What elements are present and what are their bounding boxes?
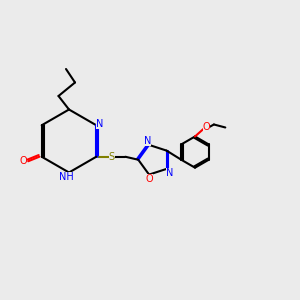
Text: N: N bbox=[166, 167, 173, 178]
Text: O: O bbox=[145, 174, 153, 184]
Text: N: N bbox=[97, 119, 104, 129]
Text: N: N bbox=[144, 136, 151, 146]
Text: S: S bbox=[109, 152, 115, 162]
Text: O: O bbox=[19, 156, 27, 166]
Text: O: O bbox=[202, 122, 210, 133]
Text: NH: NH bbox=[58, 172, 74, 182]
